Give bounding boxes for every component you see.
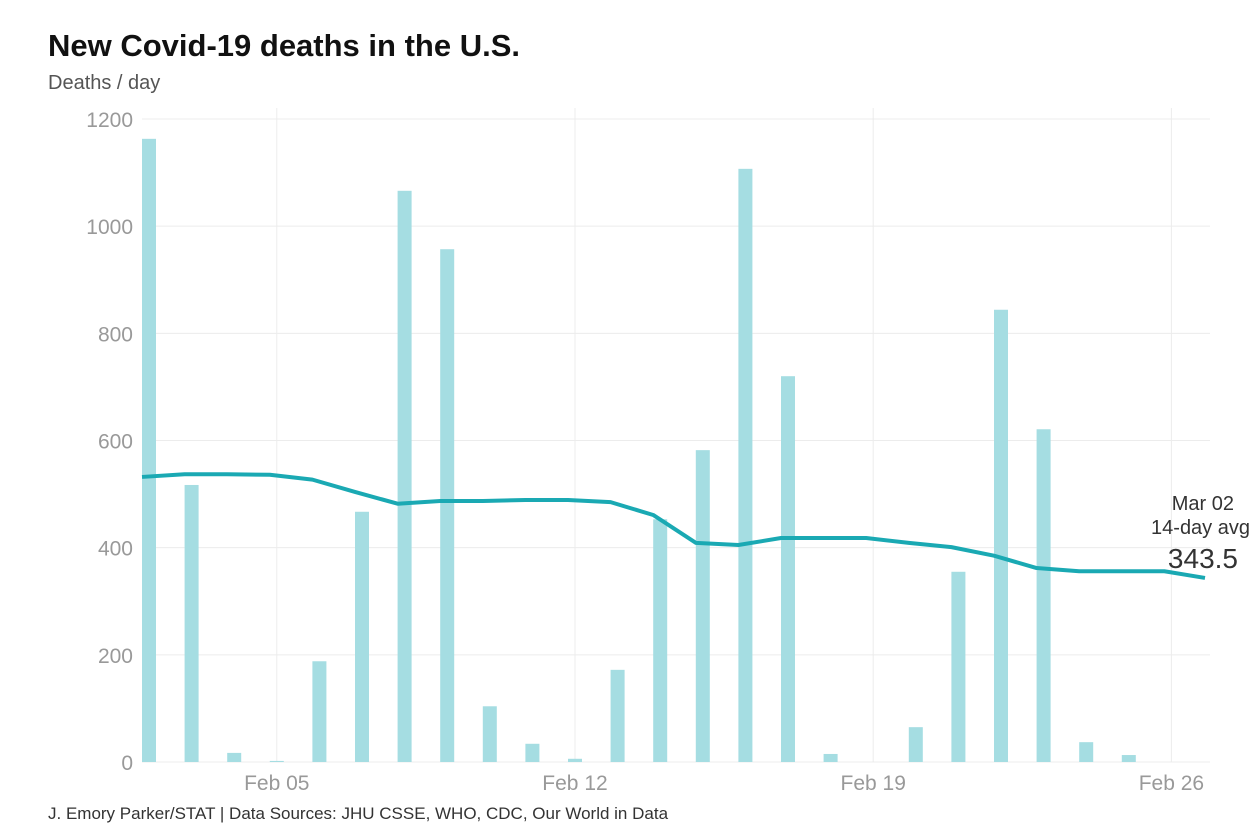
bar-feb-24 [1079, 742, 1094, 762]
bar-feb-12 [568, 758, 582, 762]
x-tick-label: Feb 05 [244, 772, 309, 795]
bar-feb-04 [227, 752, 242, 762]
bar-feb-09 [440, 249, 455, 762]
bar-feb-21 [951, 571, 966, 762]
x-tick-label: Feb 12 [542, 772, 607, 795]
y-tick-label: 0 [121, 752, 133, 775]
y-tick-label: 800 [98, 323, 133, 346]
bar-feb-11 [525, 743, 540, 762]
avg-line [141, 472, 1206, 580]
x-tick-label: Feb 26 [1139, 772, 1204, 795]
x-tick-label: Feb 19 [841, 772, 906, 795]
y-tick-label: 400 [98, 538, 133, 561]
bar-feb-23 [1036, 429, 1051, 762]
bar-feb-15 [695, 450, 710, 762]
bar-feb-10 [482, 706, 497, 762]
bar-feb-13 [610, 669, 625, 762]
bar-feb-18 [823, 753, 838, 762]
bar-feb-14 [653, 519, 668, 762]
bar-feb-17 [781, 376, 795, 762]
annotation-date: Mar 02 [1172, 493, 1234, 515]
y-tick-label: 1200 [86, 109, 133, 132]
annotation-label: 14-day avg [1151, 517, 1250, 539]
bar-feb-16 [738, 168, 753, 762]
bar-feb-07 [355, 511, 369, 762]
chart-subtitle: Deaths / day [48, 72, 161, 94]
chart-title: New Covid-19 deaths in the U.S. [48, 28, 520, 63]
y-tick-label: 200 [98, 645, 133, 668]
bar-feb-20 [908, 727, 923, 762]
annotation-value: 343.5 [1168, 543, 1238, 574]
bar-feb-05 [269, 760, 284, 762]
bar-feb-06 [312, 661, 327, 762]
bar-feb-03 [184, 484, 199, 762]
y-tick-label: 600 [98, 431, 133, 454]
bar-feb-22 [994, 309, 1008, 762]
source-note: J. Emory Parker/STAT | Data Sources: JHU… [48, 804, 669, 823]
bar-feb-02 [142, 138, 156, 763]
y-tick-label: 1000 [86, 216, 133, 239]
bar-feb-25 [1121, 755, 1136, 762]
bar-feb-08 [397, 190, 412, 763]
